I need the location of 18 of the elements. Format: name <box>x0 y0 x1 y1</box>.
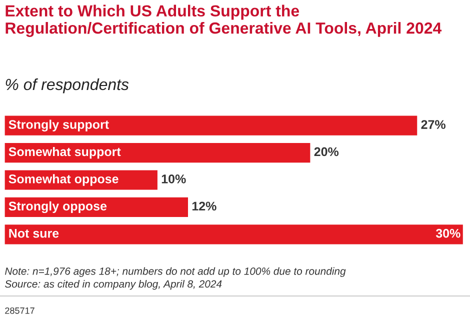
data-label: 27% <box>421 120 446 129</box>
data-label: 12% <box>192 202 216 211</box>
y-tick-label: Somewhat support <box>8 146 121 159</box>
text: Note: n=1,976 ages 18+; numbers do not add up to 100% due to rounding <box>5 267 346 277</box>
y-tick-label: Not sure <box>9 229 59 238</box>
chart-subtitle: % of respondents <box>6 78 129 94</box>
y-tick-label: Strongly oppose <box>8 201 107 214</box>
bar <box>4 143 310 163</box>
bar <box>4 224 463 244</box>
y-tick-label: Strongly support <box>8 120 109 132</box>
y-tick-label: Somewhat oppose <box>8 174 118 186</box>
data-label: 30% <box>436 228 460 238</box>
bar <box>4 116 418 136</box>
data-label: 20% <box>314 147 339 156</box>
source-note: Source: as cited in company blog, April 8, 2024 <box>4 280 222 290</box>
text: 285717 <box>5 307 34 314</box>
chart-title: Extent to Which US Adults Support the Regulation/Certification of Generative AI Tools, April 2024 <box>6 4 442 37</box>
data-label: 10% <box>162 174 186 184</box>
